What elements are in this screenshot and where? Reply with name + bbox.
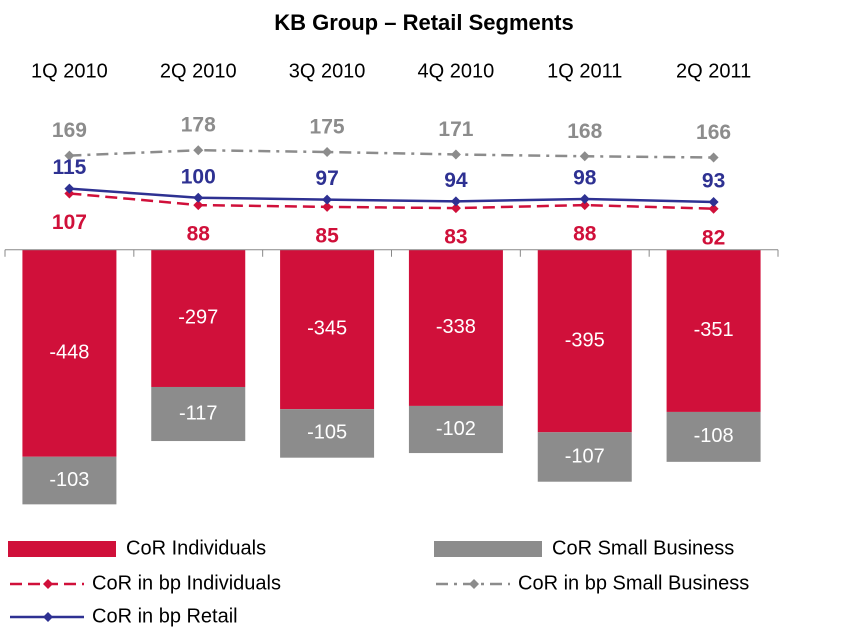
bar-label: -345 — [307, 318, 347, 340]
line-marker — [64, 150, 75, 161]
line-marker — [193, 192, 204, 203]
bar-label: -105 — [307, 422, 347, 444]
line-label: 168 — [567, 120, 602, 143]
line-label: 178 — [181, 114, 216, 137]
category-label: 1Q 2010 — [31, 60, 108, 82]
line-label: 93 — [702, 170, 725, 193]
bar — [537, 432, 632, 482]
category-label: 3Q 2010 — [289, 60, 366, 82]
bar-label: -107 — [565, 445, 605, 467]
bar-label: -448 — [49, 342, 89, 364]
line-label: 88 — [573, 223, 597, 246]
legend-label: CoR Individuals — [126, 537, 266, 559]
category-label: 1Q 2011 — [547, 60, 622, 82]
bar — [537, 249, 632, 433]
line-label: 175 — [310, 116, 345, 139]
legend-swatch — [8, 541, 116, 557]
line-series — [69, 148, 714, 159]
chart-title: KB Group – Retail Segments — [274, 10, 574, 35]
line-label: 94 — [444, 169, 468, 192]
line-marker — [579, 200, 590, 211]
line-label: 83 — [444, 226, 467, 249]
bar — [408, 405, 503, 454]
legend-marker — [43, 612, 53, 622]
legend-label: CoR in bp Retail — [92, 605, 238, 627]
line-marker — [708, 203, 719, 214]
category-label: 2Q 2011 — [676, 60, 751, 82]
bar — [408, 249, 503, 406]
line-marker — [708, 197, 719, 208]
line-marker — [579, 193, 590, 204]
line-label: 88 — [187, 223, 211, 246]
bar-label: -102 — [436, 418, 476, 440]
legend-label: CoR Small Business — [552, 537, 734, 559]
legend-label: CoR in bp Small Business — [518, 572, 749, 594]
line-marker — [64, 183, 75, 194]
bar-label: -103 — [49, 469, 89, 491]
line-label: 85 — [315, 224, 339, 247]
line-label: 171 — [438, 118, 473, 141]
line-marker — [322, 201, 333, 212]
line-marker — [708, 152, 719, 163]
line-label: 100 — [181, 165, 216, 188]
line-series — [69, 187, 714, 204]
legend-label: CoR in bp Individuals — [92, 572, 281, 594]
line-label: 82 — [702, 226, 725, 249]
bar — [22, 249, 117, 457]
legend-marker — [469, 579, 479, 589]
line-label: 98 — [573, 167, 597, 190]
category-label: 2Q 2010 — [160, 60, 237, 82]
line-marker — [450, 149, 461, 160]
line-marker — [322, 147, 333, 158]
line-marker — [193, 200, 204, 211]
line-label: 166 — [696, 121, 731, 144]
bar — [151, 386, 246, 442]
bar-label: -108 — [694, 425, 734, 447]
bar — [280, 249, 375, 410]
line-marker — [450, 196, 461, 207]
line-label: 97 — [315, 167, 338, 190]
legend-swatch — [434, 541, 542, 557]
bar — [666, 249, 761, 412]
bar-label: -395 — [565, 329, 605, 351]
bar-label: -351 — [694, 319, 734, 341]
legend-marker — [43, 579, 53, 589]
line-marker — [579, 151, 590, 162]
line-label: 107 — [52, 211, 87, 234]
bar — [22, 456, 117, 505]
bar-label: -117 — [179, 402, 218, 424]
line-marker — [450, 203, 461, 214]
bar-label: -338 — [436, 316, 476, 338]
bar — [666, 411, 761, 462]
category-label: 4Q 2010 — [418, 60, 495, 82]
bar-label: -297 — [178, 307, 218, 329]
line-label: 115 — [52, 156, 86, 179]
bar — [151, 249, 246, 387]
line-marker — [193, 145, 204, 156]
line-label: 169 — [52, 119, 87, 142]
line-marker — [322, 194, 333, 205]
bar — [280, 409, 375, 458]
